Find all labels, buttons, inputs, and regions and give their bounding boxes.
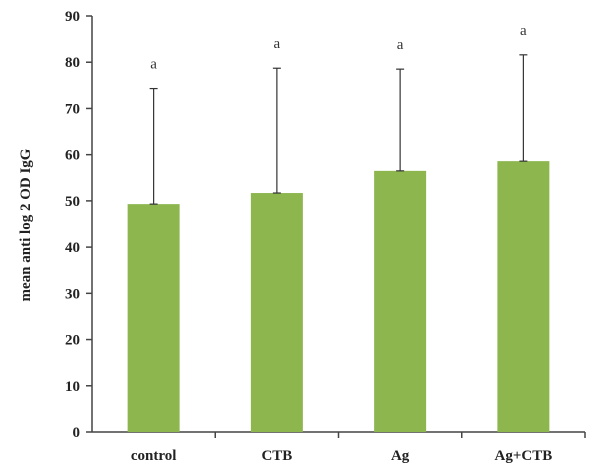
significance-letter: a	[274, 36, 281, 52]
y-tick-label: 80	[65, 55, 80, 71]
y-axis-label: mean anti log 2 OD IgG	[18, 148, 34, 301]
y-tick-label: 60	[65, 148, 80, 164]
bar-ag	[374, 170, 427, 432]
x-category-label: Ag+CTB	[495, 448, 553, 464]
y-tick-label: 50	[65, 194, 80, 210]
significance-letter: a	[397, 37, 404, 53]
y-tick-label: 30	[65, 286, 80, 302]
bar-control	[127, 204, 180, 432]
y-tick-label: 20	[65, 333, 80, 349]
y-tick-label: 90	[65, 9, 80, 25]
y-tick-label: 0	[73, 425, 81, 441]
y-tick-label: 70	[65, 101, 80, 117]
significance-letter: a	[150, 57, 157, 73]
x-category-label: Ag	[391, 448, 410, 464]
bar-ag-ctb	[497, 161, 550, 433]
y-tick-label: 40	[65, 240, 80, 256]
x-category-label: CTB	[261, 448, 292, 464]
x-category-label: control	[131, 448, 177, 464]
y-tick-label: 10	[65, 379, 80, 395]
significance-letter: a	[520, 23, 527, 39]
bar-ctb	[250, 193, 303, 432]
